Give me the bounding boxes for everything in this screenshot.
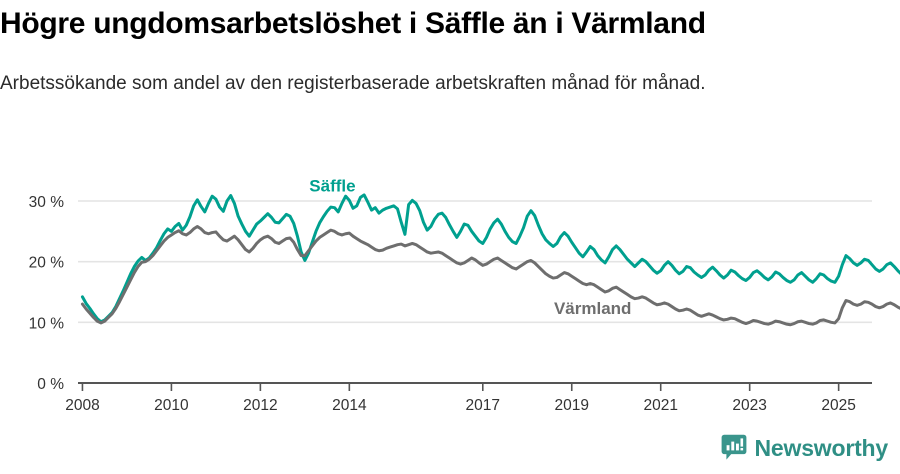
bar-chart-bubble-icon [721, 434, 746, 460]
newsworthy-wordmark: Newsworthy [754, 434, 889, 461]
series-inline-labels: Säffle Värmland [309, 176, 631, 318]
y-axis-tick-label: 10 % [29, 315, 65, 332]
x-axis-group [78, 382, 872, 391]
x-axis-tick-label: 2008 [65, 397, 99, 414]
x-axis-tick-labels: 2008 2010 2012 2014 2017 2019 2021 2023 2025 [65, 397, 856, 414]
newsworthy-logo[interactable]: Newsworthy [721, 434, 888, 462]
x-axis-tick-label: 2021 [643, 397, 677, 414]
y-axis-tick-label: 0 % [37, 376, 64, 393]
gridlines-group [78, 200, 872, 324]
y-axis-tick-labels: 0 % 10 % 20 % 30 % [29, 194, 65, 393]
x-axis-tick-label: 2025 [821, 397, 855, 414]
x-axis-tick-label: 2014 [332, 397, 367, 414]
series-line-värmland [80, 224, 900, 327]
y-axis-tick-label: 30 % [29, 194, 65, 211]
chart-subtitle: Arbetssökande som andel av den registerb… [0, 73, 706, 94]
series-line-säffle [80, 193, 900, 324]
x-axis-tick-label: 2023 [732, 397, 766, 414]
series-label-säffle: Säffle [309, 176, 355, 195]
chart-plot-area: 0 % 10 % 20 % 30 % 2008 2010 2012 2014 2017 2019… [0, 160, 900, 420]
x-axis-tick-label: 2019 [555, 397, 589, 414]
series-lines-group [80, 193, 900, 327]
x-axis-tick-label: 2012 [243, 397, 277, 414]
x-axis-tick-label: 2010 [154, 397, 189, 414]
line-chart-svg: 0 % 10 % 20 % 30 % 2008 2010 2012 2014 2017 2019… [29, 176, 900, 414]
page-title: Högre ungdomsarbetslöshet i Säffle än i … [0, 7, 706, 40]
y-axis-tick-label: 20 % [29, 255, 65, 272]
chart-footer: Newsworthy [0, 428, 900, 474]
x-axis-tick-label: 2017 [466, 397, 500, 414]
series-label-värmland: Värmland [554, 299, 631, 318]
